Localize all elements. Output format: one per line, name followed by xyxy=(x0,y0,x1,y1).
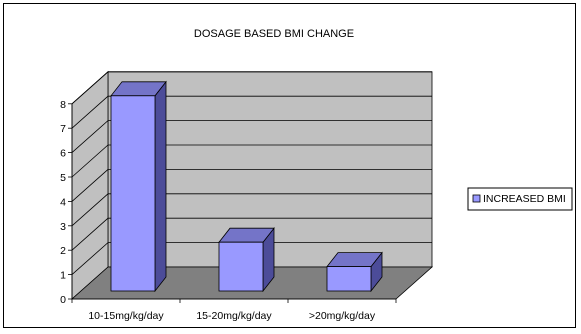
gridline xyxy=(71,71,432,105)
y-tick-label: 3 xyxy=(60,221,66,233)
legend-box xyxy=(467,187,573,211)
bar-side xyxy=(154,80,167,293)
bar xyxy=(110,95,156,292)
chart-legend: INCREASED BMI xyxy=(467,187,573,211)
plot-area: 0 1 2 3 4 5 6 7 8 10-15mg/kg/day 15-20mg/kg/day >20… xyxy=(60,70,434,322)
y-tick-label: 0 xyxy=(60,294,66,306)
chart-frame: DOSAGE BASED BMI CHANGE 0 1 2 3 4 5 6 7 8 10-15mg… xyxy=(3,3,576,328)
x-tick-label: 15-20mg/kg/day xyxy=(196,310,272,322)
gridline xyxy=(71,193,432,227)
gridline xyxy=(71,168,432,202)
x-tick-label: >20mg/kg/day xyxy=(309,310,376,322)
gridline xyxy=(71,144,432,178)
gridline xyxy=(71,120,432,153)
y-tick-label: 8 xyxy=(60,99,66,111)
legend-label: INCREASED BMI xyxy=(483,193,566,205)
x-tick-label: 10-15mg/kg/day xyxy=(88,310,164,322)
y-tick-label: 7 xyxy=(60,123,66,135)
y-tick-label: 1 xyxy=(60,270,66,282)
bar xyxy=(326,266,372,292)
y-tick-label: 4 xyxy=(60,196,66,208)
y-tick-label: 6 xyxy=(60,148,66,160)
gridline xyxy=(71,95,432,129)
bar xyxy=(218,241,264,292)
bar-chart: DOSAGE BASED BMI CHANGE 0 1 2 3 4 5 6 7 8 10-15mg… xyxy=(60,28,573,322)
y-tick-label: 2 xyxy=(60,245,66,257)
gridline xyxy=(71,242,432,275)
legend-swatch xyxy=(472,194,481,203)
y-tick-label: 5 xyxy=(60,172,66,184)
chart-title: DOSAGE BASED BMI CHANGE xyxy=(194,28,354,40)
gridline xyxy=(71,217,432,251)
